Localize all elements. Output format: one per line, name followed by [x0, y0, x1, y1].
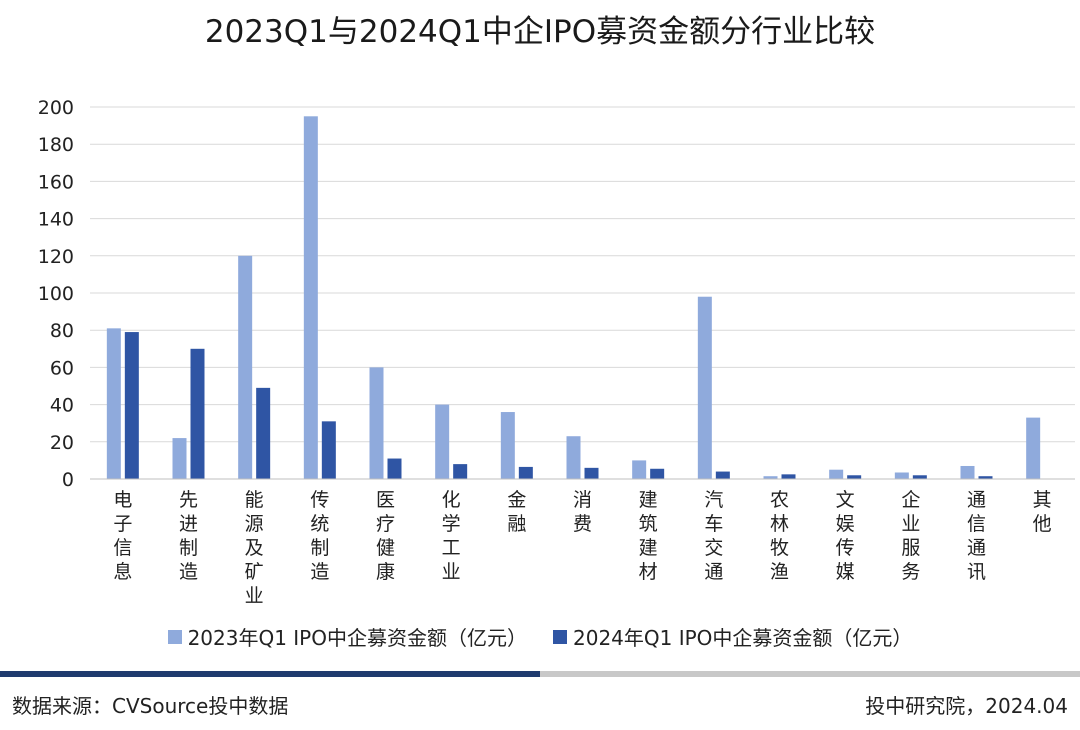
y-tick-label: 100	[38, 283, 74, 305]
bar-2024	[256, 387, 271, 479]
bar-chart: 0 20 40 60 80 100 120 140 160 180 200 电子信息 先进制造 能源及矿…	[38, 97, 1075, 607]
x-category-label: 农林牧渔	[770, 489, 789, 583]
bar-2023	[566, 436, 581, 479]
legend-item-2024: 2024年Q1 IPO中企募资金额（亿元）	[553, 622, 912, 651]
bar-2023	[435, 404, 450, 479]
x-category-label: 先进制造	[179, 489, 198, 583]
bar-2023	[238, 255, 253, 479]
bar-2023	[106, 328, 121, 479]
legend-label-2023: 2023年Q1 IPO中企募资金额（亿元）	[187, 626, 527, 650]
bar-2024	[124, 332, 139, 479]
gridlines	[90, 106, 1075, 443]
bar-2024	[781, 474, 796, 479]
legend-swatch-2023	[167, 629, 182, 644]
bar-2023	[894, 472, 909, 479]
data-source: 数据来源：CVSource投中数据	[12, 694, 289, 718]
y-tick-label: 160	[38, 171, 74, 193]
bar-2024	[847, 475, 862, 479]
bar-2023	[829, 469, 844, 479]
bar-2023	[763, 476, 778, 479]
legend: 2023年Q1 IPO中企募资金额（亿元） 2024年Q1 IPO中企募资金额（…	[0, 622, 1080, 651]
bar-2024	[453, 464, 468, 479]
bars	[106, 116, 1041, 480]
x-category-label: 建筑建材	[639, 489, 658, 583]
y-axis-ticks: 0 20 40 60 80 100 120 140 160 180 200	[38, 97, 74, 491]
bar-2024	[584, 467, 599, 479]
x-category-label: 汽车交通	[704, 489, 723, 583]
y-tick-label: 80	[50, 320, 74, 342]
y-tick-label: 60	[50, 357, 74, 379]
legend-item-2023: 2023年Q1 IPO中企募资金额（亿元）	[167, 622, 527, 651]
x-category-label: 传统制造	[310, 489, 329, 583]
x-category-label: 化学工业	[442, 489, 461, 583]
x-category-label: 能源及矿业	[245, 489, 264, 607]
x-category-label: 其他	[1033, 489, 1052, 535]
bar-2024	[518, 466, 533, 479]
y-tick-label: 0	[62, 469, 74, 491]
y-tick-label: 120	[38, 246, 74, 268]
bar-2024	[650, 468, 665, 479]
bar-2023	[1026, 417, 1041, 479]
legend-label-2024: 2024年Q1 IPO中企募资金额（亿元）	[573, 626, 913, 650]
bar-2024	[978, 476, 993, 479]
y-tick-label: 140	[38, 209, 74, 231]
x-category-label: 文娱传媒	[836, 489, 855, 583]
bar-2023	[960, 465, 975, 479]
bar-2023	[172, 438, 187, 479]
x-category-label: 企业服务	[901, 489, 920, 583]
x-axis-categories: 电子信息 先进制造 能源及矿业 传统制造 医疗健康 化学工业 金融 消费 建筑建材 汽车交通 农林牧…	[113, 489, 1051, 607]
bar-2023	[303, 116, 318, 480]
publisher-credit: 投中研究院，2024.04	[865, 694, 1068, 718]
footer-rule-light	[540, 671, 1080, 677]
y-tick-label: 200	[38, 97, 74, 119]
bar-2023	[500, 412, 515, 479]
x-category-label: 医疗健康	[376, 489, 395, 583]
bar-2024	[715, 471, 730, 479]
legend-swatch-2024	[553, 629, 567, 644]
x-category-label: 金融	[507, 489, 526, 535]
y-tick-label: 40	[50, 395, 74, 417]
bar-2024	[321, 421, 336, 479]
bar-2024	[190, 348, 205, 479]
x-category-label: 消费	[573, 489, 592, 535]
x-category-label: 通信通讯	[967, 489, 986, 583]
chart-title: 2023Q1与2024Q1中企IPO募资金额分行业比较	[204, 14, 876, 50]
y-tick-label: 20	[50, 432, 74, 454]
bar-2024	[387, 458, 402, 479]
bar-2023	[632, 460, 647, 479]
footer-rule-dark	[0, 671, 540, 677]
x-category-label: 电子信息	[113, 489, 132, 583]
bar-2024	[912, 475, 927, 479]
bar-2023	[369, 367, 384, 479]
y-tick-label: 180	[38, 134, 74, 156]
bar-2023	[697, 296, 712, 479]
